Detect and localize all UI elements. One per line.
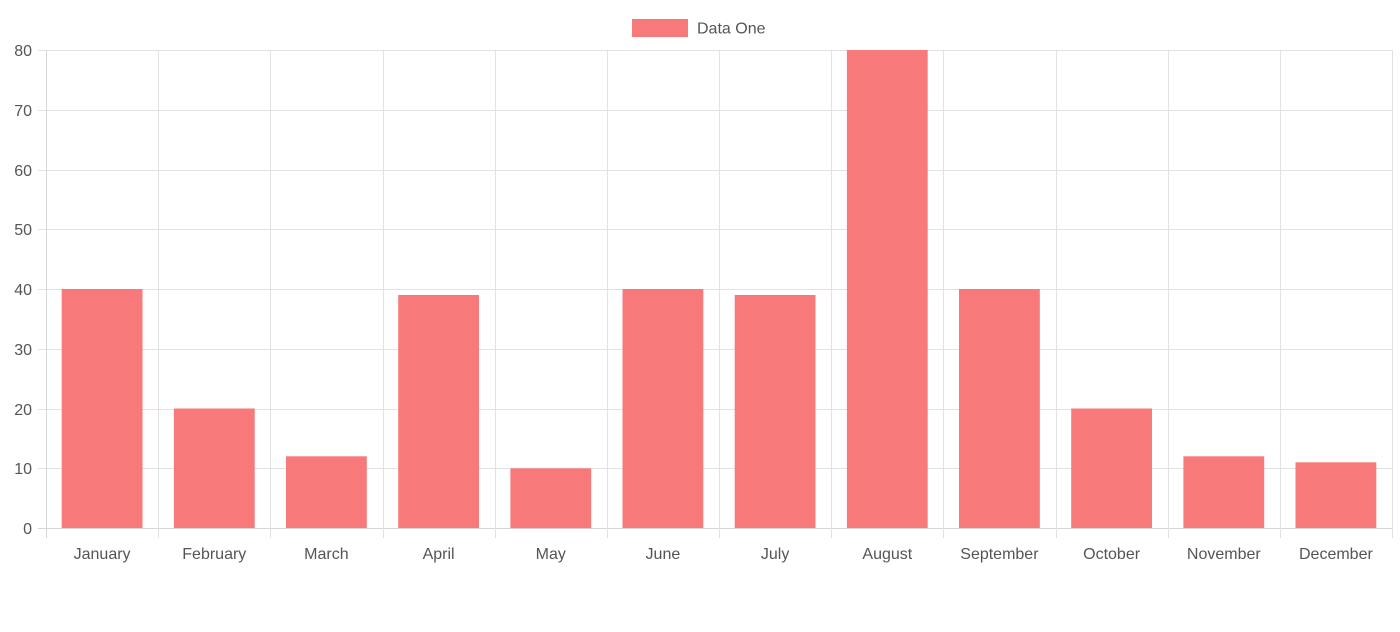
bar-september[interactable] [959, 289, 1040, 528]
bars-layer [61, 50, 1377, 529]
bar-december[interactable] [1295, 462, 1377, 528]
y-tick-label: 20 [14, 402, 32, 419]
x-tick-label: December [1299, 546, 1373, 563]
x-tick-label: June [646, 546, 681, 563]
legend[interactable]: Data One [632, 19, 766, 38]
y-tick-label: 60 [14, 163, 32, 180]
x-tick-label: January [74, 546, 131, 563]
x-tick-label: May [536, 546, 566, 563]
bar-july[interactable] [734, 295, 816, 528]
bar-august[interactable] [846, 50, 928, 528]
x-tick-label: July [761, 546, 789, 563]
y-tick-label: 80 [14, 43, 32, 60]
bar-february[interactable] [173, 408, 255, 529]
legend-swatch[interactable] [632, 19, 688, 37]
x-tick-label: February [182, 546, 246, 563]
bar-october[interactable] [1071, 408, 1152, 529]
y-tick-label: 70 [14, 103, 32, 120]
bar-april[interactable] [398, 295, 479, 528]
y-tick-label: 0 [23, 521, 32, 538]
axis-layer: 0 10 20 30 40 50 60 70 80 January February March Apr… [14, 43, 1373, 563]
bar-june[interactable] [622, 289, 704, 528]
x-tick-label: October [1083, 546, 1141, 563]
bar-march[interactable] [286, 456, 367, 528]
y-tick-label: 50 [14, 222, 32, 239]
bar-january[interactable] [61, 289, 143, 528]
y-tick-label: 40 [14, 282, 32, 299]
y-tick-label: 30 [14, 342, 32, 359]
x-tick-label: March [304, 546, 348, 563]
x-tick-label: September [960, 546, 1039, 563]
bar-may[interactable] [510, 468, 592, 529]
legend-label[interactable]: Data One [697, 21, 766, 38]
bar-november[interactable] [1183, 456, 1265, 528]
x-tick-label: November [1187, 546, 1261, 563]
x-tick-label: August [862, 546, 912, 563]
y-tick-label: 10 [14, 461, 32, 478]
x-tick-label: April [423, 546, 455, 563]
grid-layer [38, 50, 1393, 538]
